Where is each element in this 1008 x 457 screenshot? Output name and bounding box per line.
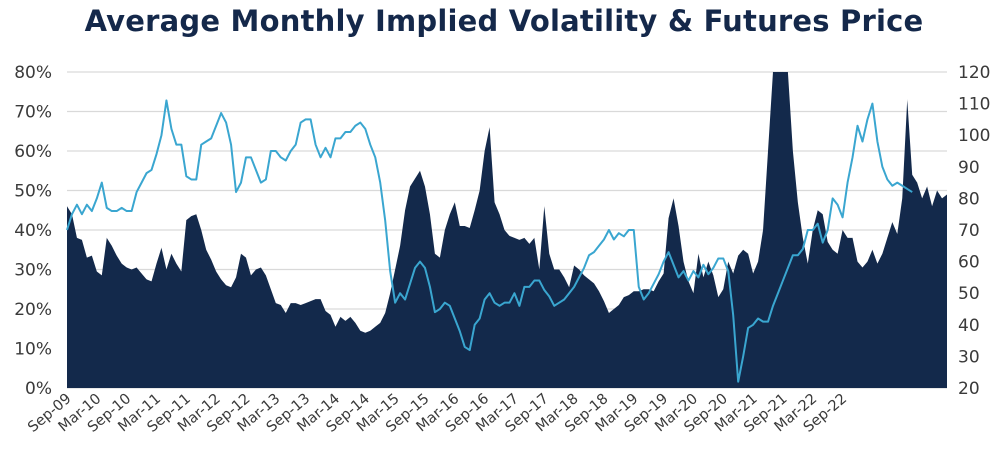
left-axis-tick-label: 10% xyxy=(14,340,52,360)
x-axis-ticks: Sep-09Mar-10Sep-10Mar-11Sep-11Mar-12Sep-… xyxy=(25,391,850,436)
left-axis-tick-label: 40% xyxy=(14,221,52,241)
left-axis-tick-label: 70% xyxy=(14,103,52,123)
left-axis-tick-label: 80% xyxy=(14,63,52,83)
left-axis-tick-label: 50% xyxy=(14,182,52,202)
right-axis-ticks: 20 30 40 50 60 70 80 90 100 110 120 xyxy=(958,63,990,399)
right-axis-tick-label: 50 xyxy=(958,284,980,304)
right-axis-tick-label: 120 xyxy=(958,63,990,83)
chart-title: Average Monthly Implied Volatility & Fut… xyxy=(84,4,924,38)
volatility-area-layer xyxy=(66,71,948,388)
left-axis-ticks: 0% 10% 20% 30% 40% 50% 60% 70% 80% xyxy=(14,63,52,399)
right-axis-tick-label: 100 xyxy=(958,126,990,146)
right-axis-tick-label: 90 xyxy=(958,158,980,178)
right-axis-tick-label: 110 xyxy=(958,95,990,115)
left-axis-tick-label: 0% xyxy=(25,379,52,399)
right-axis-tick-label: 80 xyxy=(958,189,980,209)
price-line-layer xyxy=(66,99,913,383)
left-axis-tick-label: 20% xyxy=(14,300,52,320)
volatility-area xyxy=(67,72,947,388)
right-axis-tick-label: 60 xyxy=(958,253,980,273)
right-axis-tick-label: 20 xyxy=(958,379,980,399)
right-axis-tick-label: 70 xyxy=(958,221,980,241)
left-axis-tick-label: 30% xyxy=(14,261,52,281)
right-axis-tick-label: 40 xyxy=(958,316,980,336)
left-axis-tick-label: 60% xyxy=(14,142,52,162)
right-axis-tick-label: 30 xyxy=(958,347,980,367)
